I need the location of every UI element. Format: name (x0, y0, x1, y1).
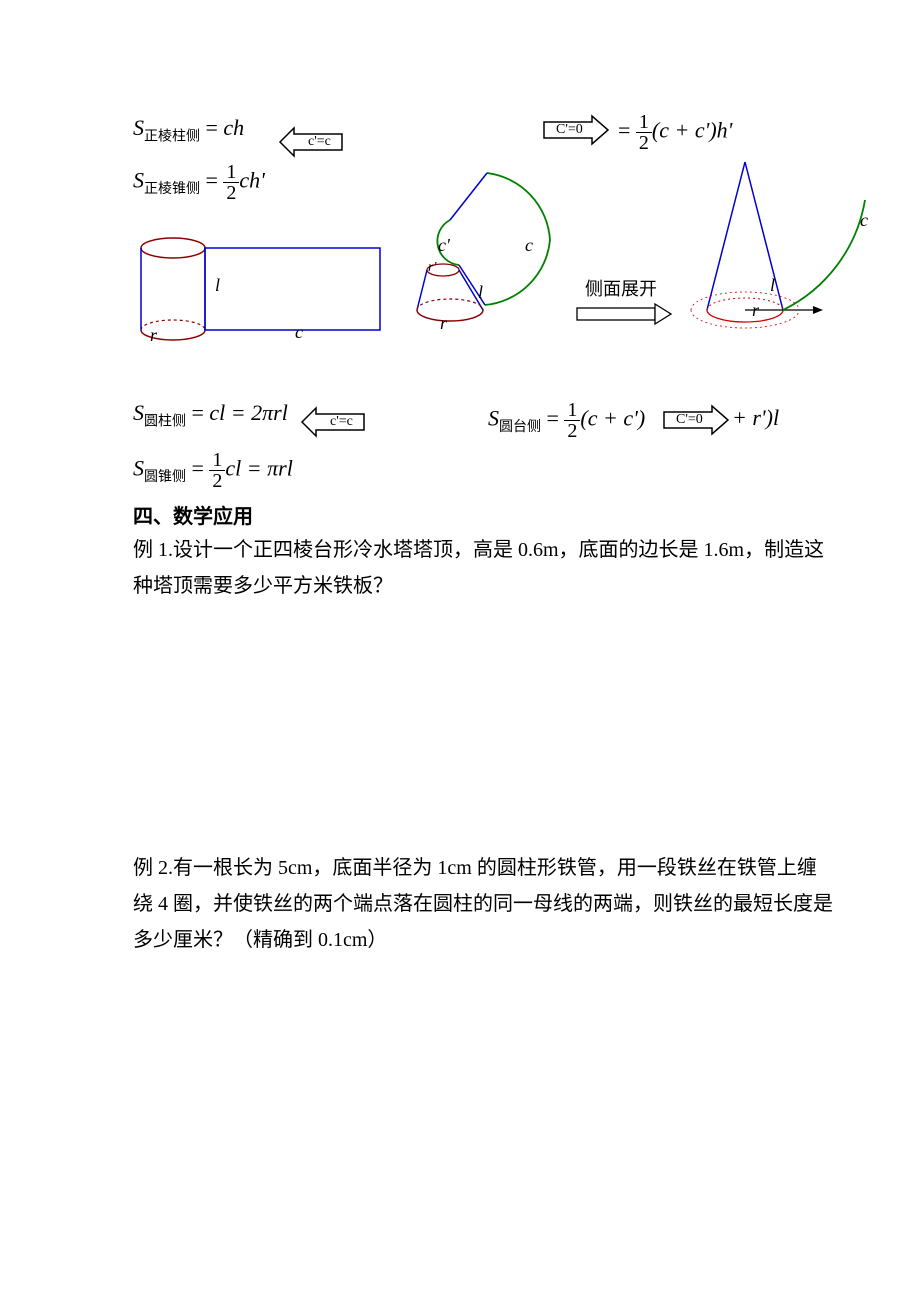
formula-rhs: ch' (239, 168, 264, 193)
frustum-label-rprime: r' (428, 260, 436, 276)
formula-cone: S圆锥侧 = 12cl = πrl (133, 450, 293, 491)
formula-rhs-tail: + r')l (732, 405, 779, 430)
ex2-text: 有一根长为 5cm，底面半径为 1cm 的圆柱形铁管，用一段铁丝在铁管上缠绕 4… (133, 857, 833, 951)
unfold-arrow (575, 300, 675, 330)
frustum-label-cprime: c' (438, 235, 450, 256)
arrow-box-left-bottom: c'=c (324, 412, 359, 432)
cone-label-c: c (860, 210, 868, 231)
frac-den: 2 (209, 471, 225, 491)
arrow-box-text: C'=0 (676, 412, 703, 428)
example-2: 例 2.有一根长为 5cm，底面半径为 1cm 的圆柱形铁管，用一段铁丝在铁管上… (133, 850, 833, 958)
cyl-label-l: l (215, 275, 220, 296)
cone-label-r: r (752, 300, 759, 321)
arrow-box-top-right: C'=0 (550, 120, 589, 140)
frac-num: 1 (223, 162, 239, 183)
cone-diagram (685, 140, 885, 340)
example-1: 例 1.设计一个正四棱台形冷水塔塔顶，高是 0.6m，底面的边长是 1.6m，制… (133, 532, 833, 604)
frustum-diagram (395, 155, 575, 325)
ex2-label: 例 2. (133, 857, 173, 879)
arrow-box-text: c'=c (330, 414, 353, 430)
sub-label: 圆台侧 (499, 420, 541, 435)
sub-label: 圆锥侧 (144, 470, 186, 485)
formula-rhs: cl = 2πrl (209, 400, 287, 425)
frac-num: 1 (209, 450, 225, 471)
formula-rhs-mid: (c + c') (580, 406, 645, 431)
formula-prism: S正棱柱侧 = ch (133, 115, 244, 145)
section-4-heading: 四、数学应用 (133, 500, 253, 529)
sub-label: 圆柱侧 (144, 414, 186, 429)
sub-label: 正棱锥侧 (144, 182, 200, 197)
arrow-box-left-top: c'=c (302, 132, 337, 152)
cylinder-diagram (133, 230, 393, 350)
arrow-box-bottom-right: C'=0 (670, 410, 709, 430)
frac-num: 1 (564, 400, 580, 421)
unfold-label: 侧面展开 (585, 275, 657, 301)
frac-den: 2 (636, 133, 652, 153)
formula-rhs: ch (223, 115, 244, 140)
formula-frustum-circ-tail: + r')l (732, 405, 779, 431)
frac-num: 1 (636, 112, 652, 133)
formula-cylinder: S圆柱侧 = cl = 2πrl (133, 400, 288, 430)
ex1-label: 例 1. (133, 539, 173, 561)
formula-pyramid: S正棱锥侧 = 12ch' (133, 162, 265, 203)
cyl-label-r: r (150, 325, 157, 346)
cyl-label-c: c (295, 322, 303, 343)
formula-rhs: (c + c')h' (652, 118, 732, 143)
frustum-label-l: l (478, 282, 483, 303)
frac-den: 2 (223, 183, 239, 203)
ex1-text: 设计一个正四棱台形冷水塔塔顶，高是 0.6m，底面的边长是 1.6m，制造这种塔… (133, 539, 824, 597)
frustum-label-r: r (440, 313, 447, 334)
arrow-box-text: c'=c (308, 134, 331, 150)
formula-rhs: cl = πrl (225, 456, 292, 481)
formula-frustum-circ: S圆台侧 = 12(c + c') (488, 400, 645, 441)
cone-label-l: l (770, 275, 775, 296)
sub-label: 正棱柱侧 (144, 129, 200, 144)
frac-den: 2 (564, 421, 580, 441)
arrow-box-text: C'=0 (556, 122, 583, 138)
frustum-label-c: c (525, 235, 533, 256)
